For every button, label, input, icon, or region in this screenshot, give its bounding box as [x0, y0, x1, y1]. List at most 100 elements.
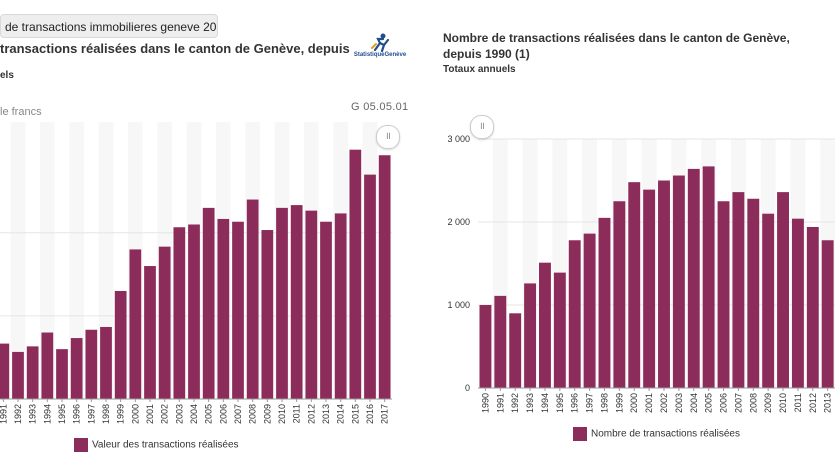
x-tick-label: 2001 — [644, 393, 654, 413]
x-tick-label: 1991 — [0, 404, 8, 424]
left-chart-legend[interactable]: Valeur des transactions réalisées — [74, 438, 239, 452]
bar — [349, 149, 362, 399]
bar — [583, 233, 596, 388]
bar — [762, 213, 775, 388]
bar — [687, 168, 700, 388]
x-tick-label: 1995 — [57, 404, 67, 424]
bar — [494, 295, 507, 388]
bar — [539, 262, 551, 388]
bar — [777, 192, 789, 388]
bar — [747, 198, 760, 388]
bar — [188, 224, 200, 399]
x-tick-label: 1998 — [101, 404, 111, 424]
bar — [100, 326, 112, 399]
x-tick-label: 2017 — [380, 404, 390, 424]
bar — [702, 166, 715, 388]
bar — [85, 329, 98, 399]
right-chart-resize-handle[interactable]: ॥ — [470, 115, 494, 139]
x-tick-label: 1994 — [540, 393, 550, 413]
legend-swatch — [573, 427, 587, 441]
x-tick-label: 1998 — [599, 393, 609, 413]
right-chart-legend[interactable]: Nombre de transactions réalisées — [573, 427, 740, 441]
x-tick-label: 2004 — [689, 393, 699, 413]
bar — [568, 240, 581, 388]
x-tick-label: 2005 — [704, 393, 714, 413]
bar — [70, 338, 83, 399]
y-tick-label: 2 000 — [447, 217, 470, 227]
bar — [479, 305, 492, 388]
legend-label: Valeur des transactions réalisées — [92, 439, 239, 451]
x-tick-label: 2012 — [808, 393, 818, 413]
x-tick-label: 2013 — [823, 393, 833, 413]
x-tick-label: 1993 — [525, 393, 535, 413]
left-chart-resize-handle[interactable]: ॥ — [376, 125, 400, 149]
bar — [41, 332, 54, 399]
x-tick-label: 1992 — [13, 404, 23, 424]
legend-swatch — [74, 438, 88, 452]
bar — [613, 201, 626, 388]
x-tick-label: 2007 — [733, 393, 743, 413]
x-tick-label: 1997 — [86, 404, 96, 424]
bar — [0, 343, 10, 399]
x-tick-label: 1990 — [480, 393, 490, 413]
plot-band — [40, 122, 55, 399]
bar — [114, 290, 127, 399]
x-tick-label: 2004 — [189, 404, 199, 424]
legend-label: Nombre de transactions réalisées — [591, 428, 740, 440]
bar — [364, 174, 376, 399]
bar — [334, 213, 347, 399]
bar — [56, 349, 68, 399]
bar — [672, 175, 685, 388]
x-tick-label: 2000 — [130, 404, 140, 424]
x-tick-label: 2011 — [793, 393, 803, 412]
x-tick-label: 1996 — [72, 404, 82, 424]
x-tick-label: 2014 — [336, 404, 346, 424]
bar — [232, 221, 244, 399]
bar — [732, 192, 745, 388]
x-tick-label: 1993 — [28, 404, 38, 424]
y-tick-label: 1 000 — [447, 300, 470, 310]
y-tick-label: 3 000 — [447, 134, 470, 144]
left-chart-code: G 05.05.01 — [351, 101, 409, 113]
bar — [12, 351, 24, 399]
bar — [276, 207, 288, 399]
left-chart-title: transactions réalisées dans le canton de… — [0, 41, 350, 56]
x-tick-label: 2009 — [763, 393, 773, 413]
bar — [658, 180, 670, 388]
x-tick-label: 2016 — [365, 404, 375, 424]
bar — [553, 272, 566, 388]
x-tick-label: 2009 — [262, 404, 272, 424]
bar — [524, 283, 537, 388]
bar — [628, 182, 641, 388]
right-chart-title: Nombre de transactions réalisées dans le… — [443, 31, 790, 61]
x-tick-label: 2006 — [719, 393, 729, 413]
x-tick-label: 2001 — [145, 404, 155, 424]
bar — [378, 155, 391, 399]
bar — [261, 230, 274, 399]
bar — [509, 313, 522, 388]
x-tick-label: 2012 — [306, 404, 316, 424]
x-tick-label: 2005 — [204, 404, 214, 424]
x-tick-label: 2000 — [629, 393, 639, 413]
bar — [806, 226, 819, 388]
bar — [217, 218, 230, 399]
x-tick-label: 2008 — [248, 404, 258, 424]
search-pill[interactable]: de transactions immobilieres geneve 2020 — [0, 14, 218, 38]
bar — [26, 346, 39, 399]
statistique-geneve-logo: StatistiqueGenève — [345, 32, 415, 64]
x-tick-label: 2015 — [350, 404, 360, 424]
plot-band — [69, 122, 84, 399]
bar — [717, 201, 730, 388]
x-tick-label: 1994 — [42, 404, 52, 424]
x-tick-label: 1997 — [585, 393, 595, 413]
x-tick-label: 2002 — [160, 404, 170, 424]
x-tick-label: 2006 — [218, 404, 228, 424]
x-tick-label: 2007 — [233, 404, 243, 424]
right-chart-subtitle: Totaux annuels — [443, 64, 516, 75]
x-tick-label: 2008 — [748, 393, 758, 413]
bar — [144, 266, 156, 399]
bar — [158, 246, 171, 399]
x-tick-label: 2002 — [659, 393, 669, 413]
runner-icon — [371, 33, 390, 53]
x-tick-label: 1992 — [510, 393, 520, 413]
